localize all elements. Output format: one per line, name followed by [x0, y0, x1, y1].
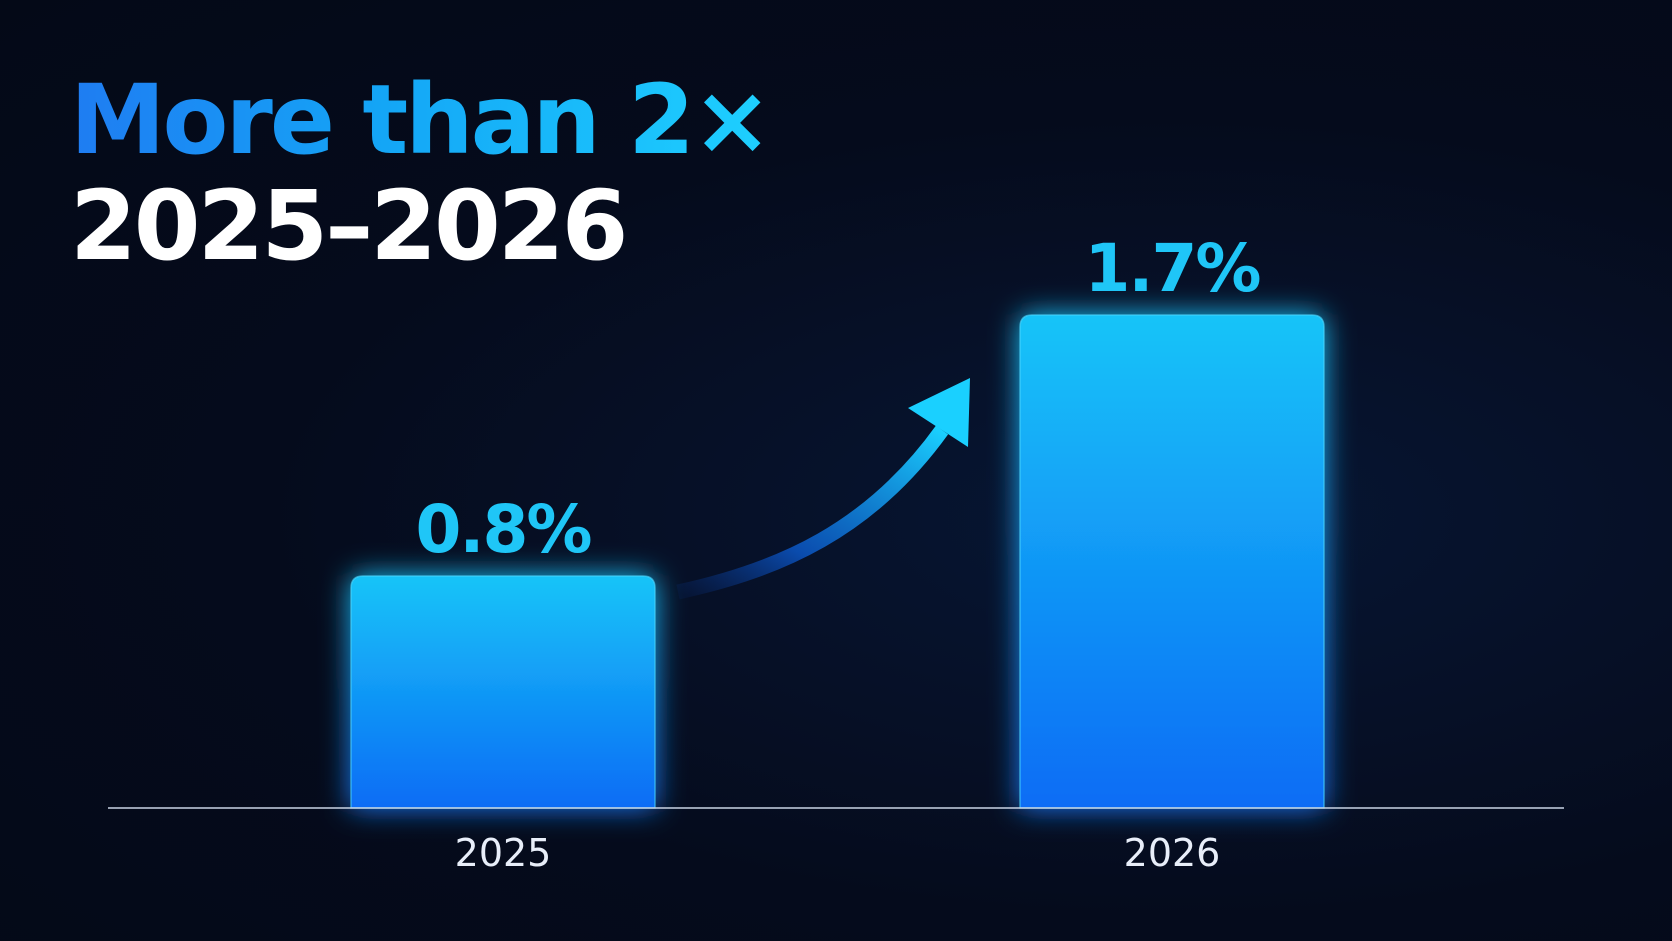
- growth-arrow: [676, 378, 970, 600]
- headline-period: 2025–2026: [70, 170, 628, 282]
- value-label-2025: 0.8%: [415, 491, 591, 568]
- value-label-2026: 1.7%: [1084, 230, 1260, 307]
- bar-2025: [350, 575, 656, 809]
- growth-arrow-curve: [676, 425, 949, 600]
- x-tick-label-2025: 2025: [455, 831, 552, 875]
- growth-arrow-head: [908, 378, 970, 447]
- headline-title: More than 2×: [70, 64, 772, 176]
- headline: More than 2× 2025–2026: [70, 64, 772, 282]
- bar-2026: [1019, 314, 1325, 809]
- x-tick-label-2026: 2026: [1124, 831, 1221, 875]
